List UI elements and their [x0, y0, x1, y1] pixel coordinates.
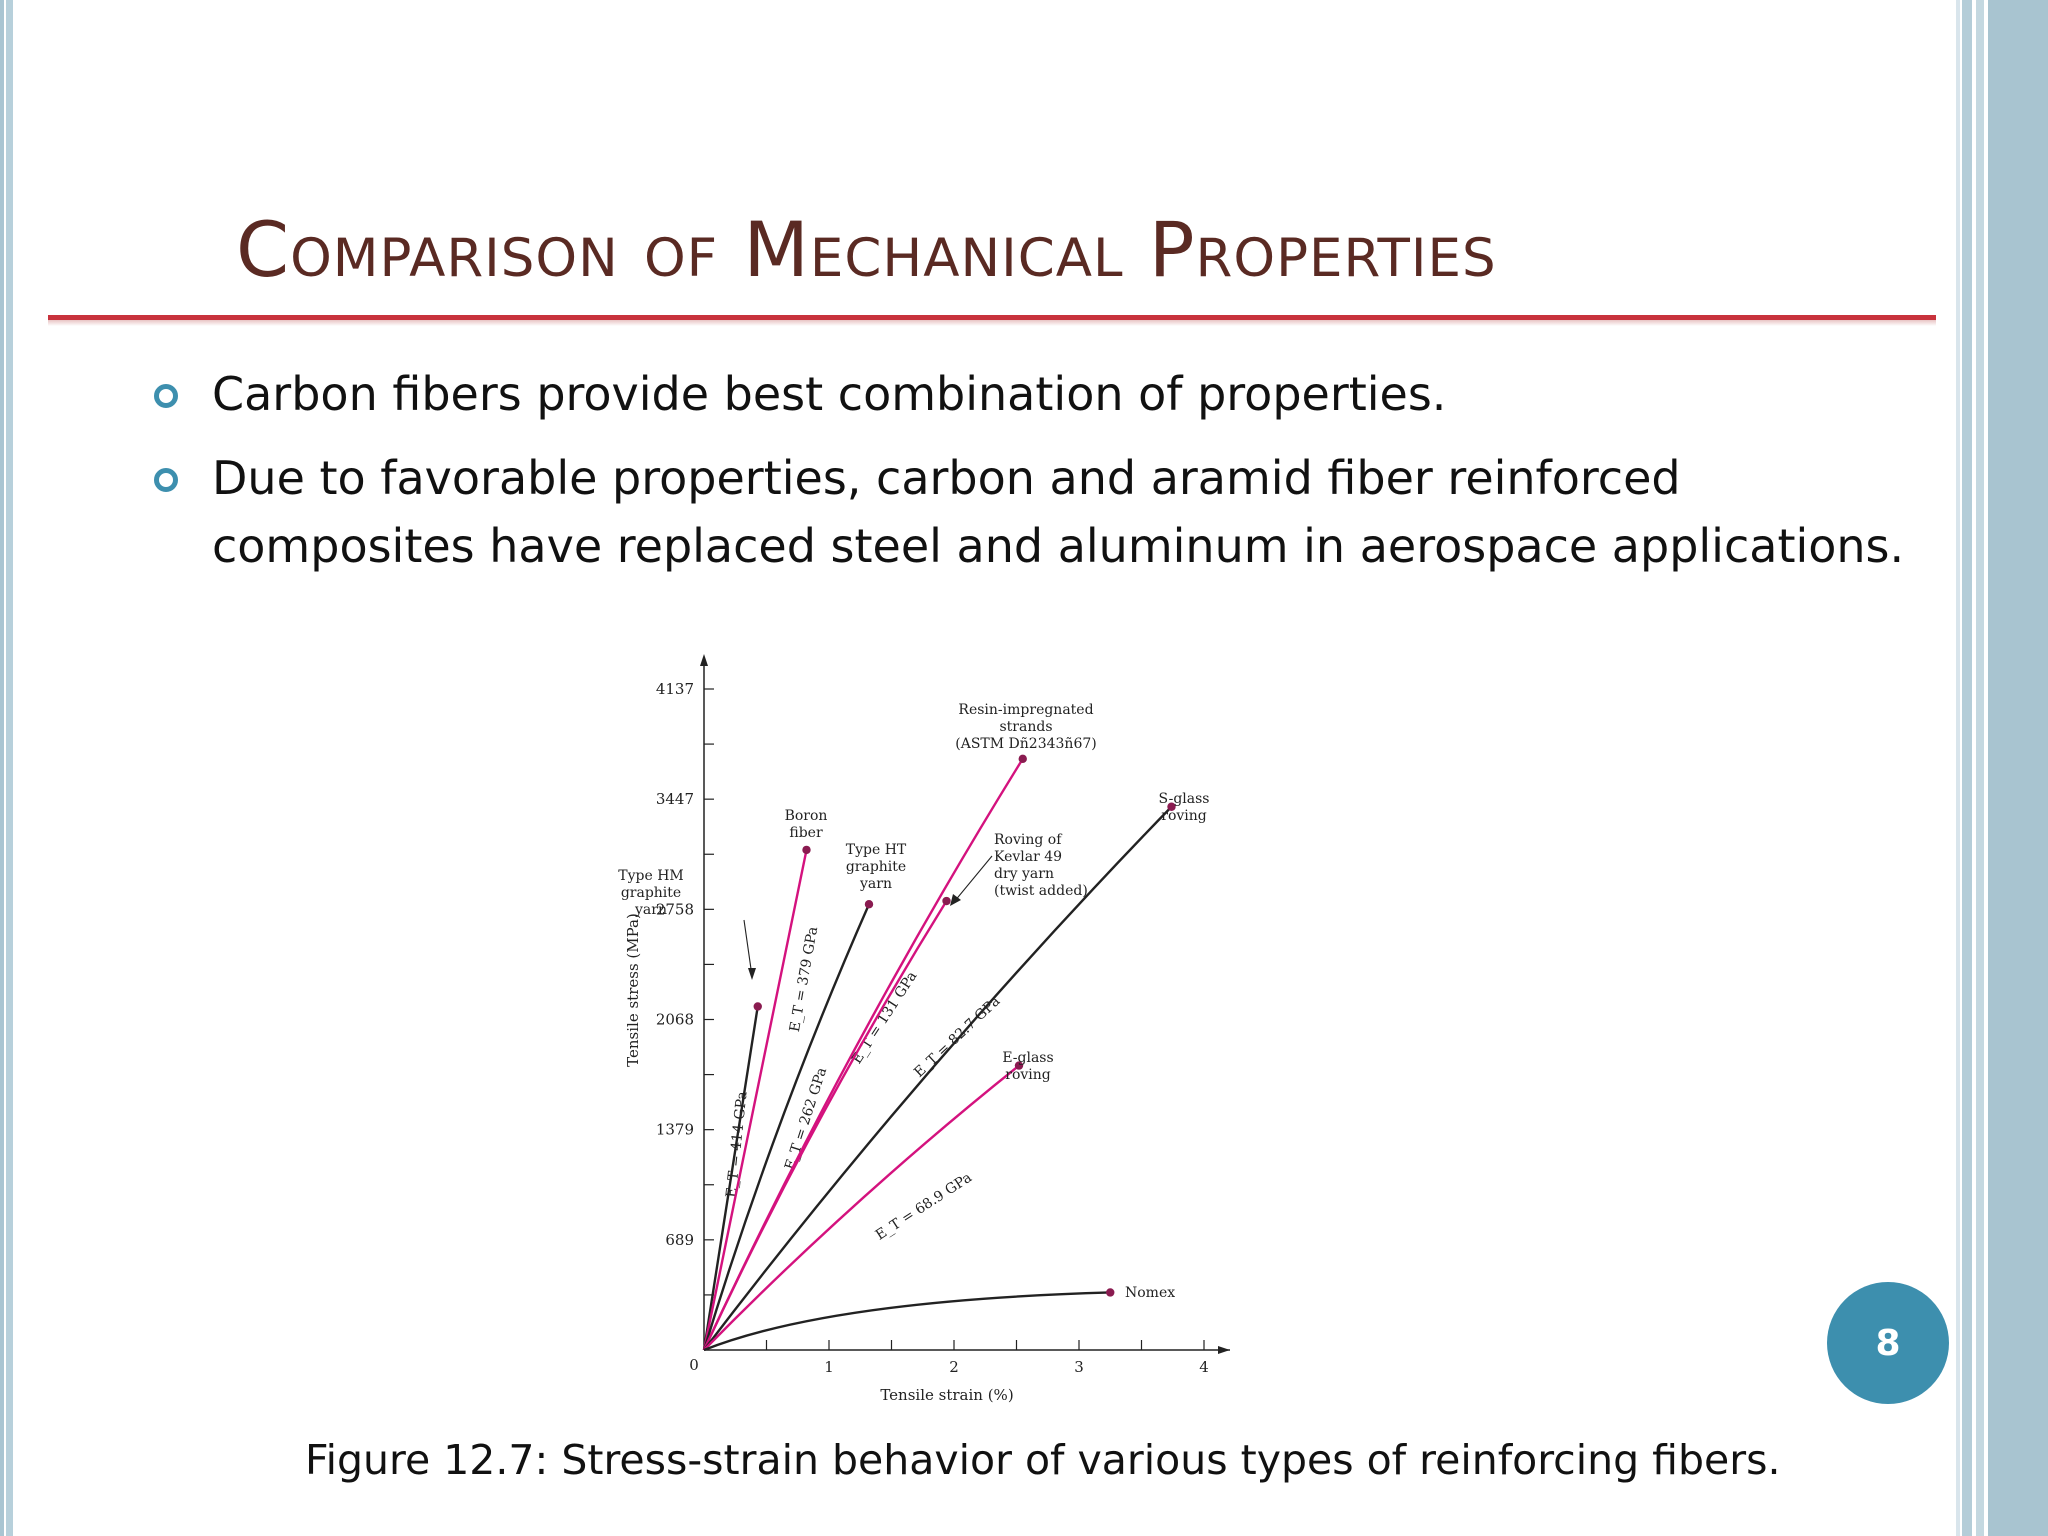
x-tick-label: 0	[689, 1356, 699, 1374]
series-endpoint	[753, 1002, 762, 1011]
x-tick-label: 4	[1199, 1358, 1209, 1376]
series-endpoint	[1018, 754, 1027, 764]
bullet-list: Carbon fibers provide best combination o…	[150, 360, 1910, 596]
leader-arrow	[950, 894, 961, 906]
stress-strain-chart: 689 1379 2068 2758 3447 4137 0 1 2 3 4 Tensile stra…	[618, 654, 1230, 1404]
slope-label: E_T = 379 GPa	[787, 925, 821, 1033]
y-axis-arrow	[700, 654, 708, 666]
y-axis-label: Tensile stress (MPa)	[624, 913, 642, 1067]
series-line	[703, 1064, 1020, 1351]
series-label: Nomex	[1125, 1285, 1175, 1301]
ring-bullet-icon	[154, 384, 178, 408]
series-endpoint	[1106, 1288, 1115, 1297]
series-label: S-glass roving	[1159, 791, 1210, 824]
bullet-item: Carbon fibers provide best combination o…	[150, 360, 1910, 428]
series-endpoint	[1014, 1061, 1024, 1070]
series-endpoint	[864, 900, 874, 909]
leader-line	[953, 855, 993, 903]
y-tick-label: 4137	[656, 680, 694, 698]
x-tick-label: 2	[949, 1358, 959, 1376]
leader-arrow	[748, 968, 756, 980]
y-tick-label: 1379	[656, 1121, 694, 1139]
y-tick-label: 2758	[656, 900, 694, 918]
series-label: Boron fiber	[785, 808, 828, 841]
title-divider	[48, 315, 1936, 320]
title-divider-shadow	[48, 320, 1936, 326]
x-tick-label: 1	[824, 1358, 834, 1376]
series-endpoint	[802, 845, 811, 855]
series-line	[703, 1291, 1111, 1352]
series-label: E-glass roving	[1002, 1050, 1053, 1083]
bullet-text: Due to favorable properties, carbon and …	[212, 451, 1905, 573]
y-tick-label: 2068	[656, 1011, 694, 1029]
right-border-stripe	[1956, 0, 2048, 1536]
x-tick-label: 3	[1074, 1358, 1084, 1376]
series-line	[702, 1006, 759, 1351]
series-label: Type HM graphite yarn	[618, 868, 684, 918]
y-tick-label: 689	[665, 1231, 694, 1249]
page-number-badge: 8	[1827, 1282, 1949, 1404]
ring-bullet-icon	[154, 468, 178, 492]
series-endpoint	[1167, 802, 1176, 811]
figure-caption: Figure 12.7: Stress-strain behavior of v…	[305, 1436, 1781, 1484]
bullet-text: Carbon fibers provide best combination o…	[212, 367, 1447, 421]
series-label: Roving of Kevlar 49 dry yarn (twist added)	[994, 832, 1088, 899]
slope-label: E_T = 131 GPa	[849, 969, 921, 1067]
y-tick-label: 3447	[656, 790, 694, 808]
series-line	[703, 805, 1173, 1351]
slope-label: E_T = 68.9 GPa	[873, 1170, 975, 1244]
series-line	[702, 849, 808, 1351]
series-label: Type HT graphite yarn	[846, 842, 907, 892]
x-axis-arrow	[1218, 1346, 1230, 1354]
slide-title: Comparison of Mechanical Properties	[236, 205, 1497, 294]
page-number: 8	[1875, 1322, 1901, 1364]
series-line	[702, 900, 948, 1351]
series-endpoint	[942, 896, 951, 906]
slope-label: E_T = 262 GPa	[782, 1066, 830, 1172]
series-line	[702, 903, 871, 1351]
slope-label: E_T = 82.7 GPa	[911, 993, 1003, 1080]
bullet-item: Due to favorable properties, carbon and …	[150, 444, 1910, 580]
x-axis-label: Tensile strain (%)	[880, 1386, 1013, 1404]
left-border-stripe	[0, 0, 13, 1536]
leader-line	[743, 919, 753, 977]
series-label: Resin-impregnated strands (ASTM Dñ2343ñ67)	[955, 702, 1096, 752]
